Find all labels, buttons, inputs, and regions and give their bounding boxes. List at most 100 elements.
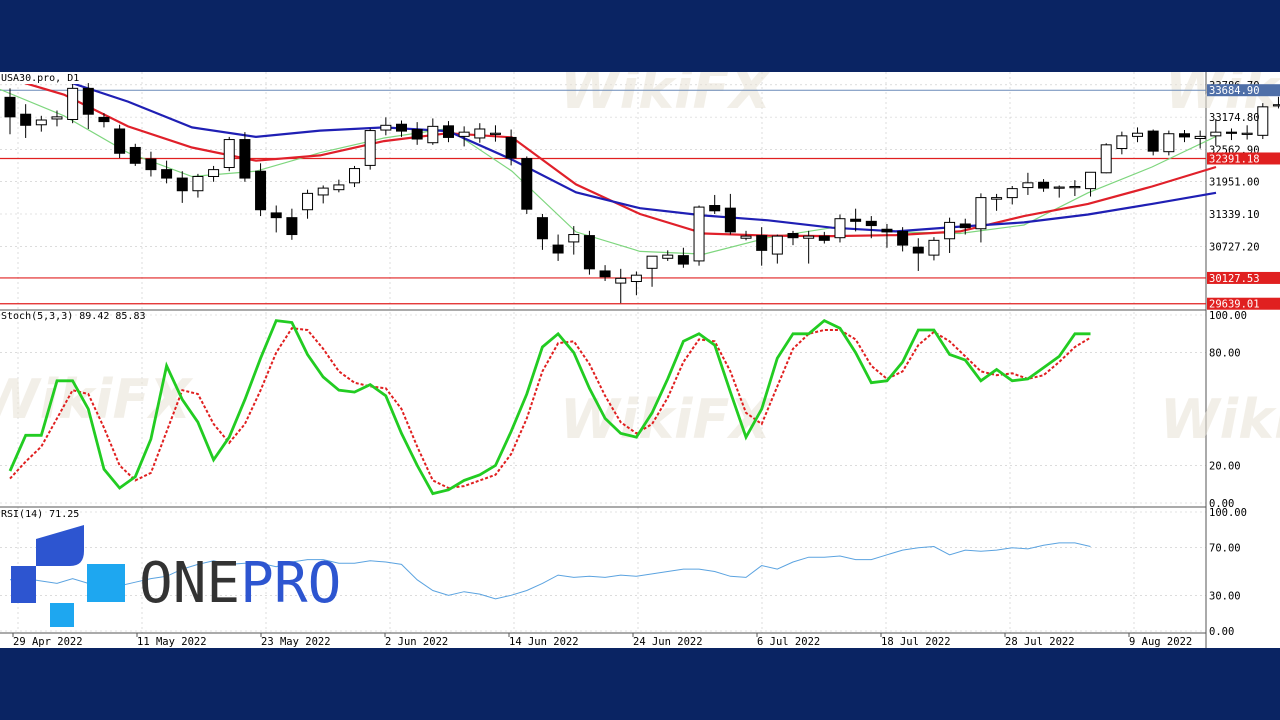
candle	[912, 238, 924, 271]
candle	[1272, 96, 1280, 109]
candle	[583, 230, 595, 275]
logo-mark-cyan-large	[87, 564, 125, 602]
date-label: 9 Aug 2022	[1129, 636, 1192, 648]
rsi-tick-label: 70.00	[1209, 543, 1241, 555]
candle-body-bullish	[1210, 131, 1222, 137]
stoch-tick-label: 0.00	[1209, 498, 1234, 510]
rsi-axis: 100.00 70.00 30.00 0.00	[1209, 507, 1247, 638]
candle	[709, 194, 721, 214]
candle-body-bearish	[709, 205, 721, 212]
candle	[552, 234, 564, 261]
candle	[192, 173, 204, 198]
price-tick-label: 31339.10	[1209, 209, 1260, 221]
current-price-label: 33684.90	[1209, 85, 1260, 97]
candle	[521, 156, 533, 214]
candle-body-bearish	[82, 87, 94, 115]
candle	[724, 193, 736, 235]
candle	[35, 115, 47, 132]
rsi-tick-label: 30.00	[1209, 590, 1241, 602]
stoch-label: Stoch(5,3,3) 89.42 85.83	[1, 311, 146, 322]
candle	[1179, 130, 1190, 143]
candle	[20, 104, 32, 138]
date-axis: 29 Apr 2022 11 May 2022 23 May 2022 2 Jun 2…	[12, 633, 1192, 648]
candle-body-bullish	[192, 175, 204, 192]
candle	[364, 128, 376, 170]
candle	[489, 125, 501, 142]
candle	[474, 123, 486, 143]
candle	[1053, 185, 1065, 198]
candle-body-bearish	[536, 217, 548, 240]
candle-body-bullish	[333, 184, 345, 191]
candle	[1225, 128, 1237, 141]
candle-body-bullish	[474, 128, 486, 139]
candle	[239, 132, 251, 182]
price-axis: 33786.7033174.8032562.9031951.0031339.10…	[1207, 80, 1280, 311]
horizontal-levels	[0, 89, 1206, 305]
candle-body-bullish	[1006, 188, 1018, 199]
candle-body-bearish	[865, 220, 877, 227]
stoch-signal-line	[9, 327, 1092, 490]
candle	[740, 230, 752, 241]
candle-body-bearish	[396, 123, 407, 132]
logo-text-pro-span: PRO	[240, 551, 341, 616]
candle-body-bearish	[1225, 131, 1237, 134]
candle	[599, 265, 611, 281]
candle-body-bearish	[724, 207, 736, 233]
candle-body-bearish	[145, 158, 157, 171]
stoch-tick-label: 100.00	[1209, 310, 1247, 322]
level-price-label: 29639.01	[1209, 299, 1260, 311]
candle	[1022, 172, 1034, 195]
candle-body-bearish	[850, 218, 862, 222]
candle-body-bearish	[4, 96, 16, 118]
candle	[333, 179, 345, 193]
date-label: 18 Jul 2022	[881, 636, 951, 648]
stoch-tick-label: 80.00	[1209, 348, 1241, 360]
logo-text-one: ONEPRO	[139, 551, 341, 616]
candle	[1132, 127, 1144, 143]
candle-body-bearish	[959, 223, 971, 229]
rsi-line	[9, 542, 1091, 600]
candle-body-bullish	[662, 254, 674, 259]
candle-body-bearish	[881, 228, 893, 233]
onepro-logo: ONEPRO	[11, 525, 341, 627]
candle	[1163, 130, 1175, 156]
candle-body-bearish	[1038, 181, 1050, 189]
chart-svg: WikiFX WikiFX WikiFX WikiFX WikiFX WikiF…	[0, 16, 1280, 648]
candle-body-bullish	[1069, 186, 1081, 189]
candle	[850, 208, 862, 232]
current-price-tag	[1207, 84, 1280, 97]
candle	[756, 227, 768, 266]
candle-body-bullish	[67, 87, 79, 120]
candle	[615, 268, 627, 304]
candle-body-bullish	[944, 221, 956, 240]
candle	[270, 205, 282, 233]
candle	[803, 230, 815, 264]
candle	[568, 226, 580, 255]
candle-body-bullish	[1257, 106, 1269, 136]
candle-body-bullish	[51, 116, 63, 120]
candle-body-bullish	[1100, 144, 1112, 174]
candle-body-bearish	[20, 113, 32, 126]
candle	[1116, 131, 1128, 155]
candle	[1006, 185, 1018, 205]
watermarks: WikiFX WikiFX WikiFX WikiFX WikiFX WikiF…	[0, 16, 1280, 451]
date-label: 23 May 2022	[261, 636, 331, 648]
candle-body-bullish	[1194, 135, 1206, 139]
candle-body-bearish	[552, 244, 564, 254]
date-label: 14 Jun 2022	[509, 636, 579, 648]
candle-body-bearish	[521, 158, 533, 210]
candle-body-bearish	[176, 177, 188, 192]
candle-body-bullish	[317, 187, 329, 196]
candle	[1241, 125, 1253, 140]
candle	[427, 118, 439, 145]
candle-body-bearish	[411, 129, 423, 140]
candle	[223, 136, 235, 172]
candle	[145, 151, 157, 177]
candle	[630, 271, 642, 296]
candle	[67, 80, 79, 124]
candle-body-bullish	[615, 277, 627, 284]
candle	[161, 160, 173, 184]
candle-body-bearish	[599, 270, 611, 278]
candle-body-bullish	[349, 168, 361, 184]
